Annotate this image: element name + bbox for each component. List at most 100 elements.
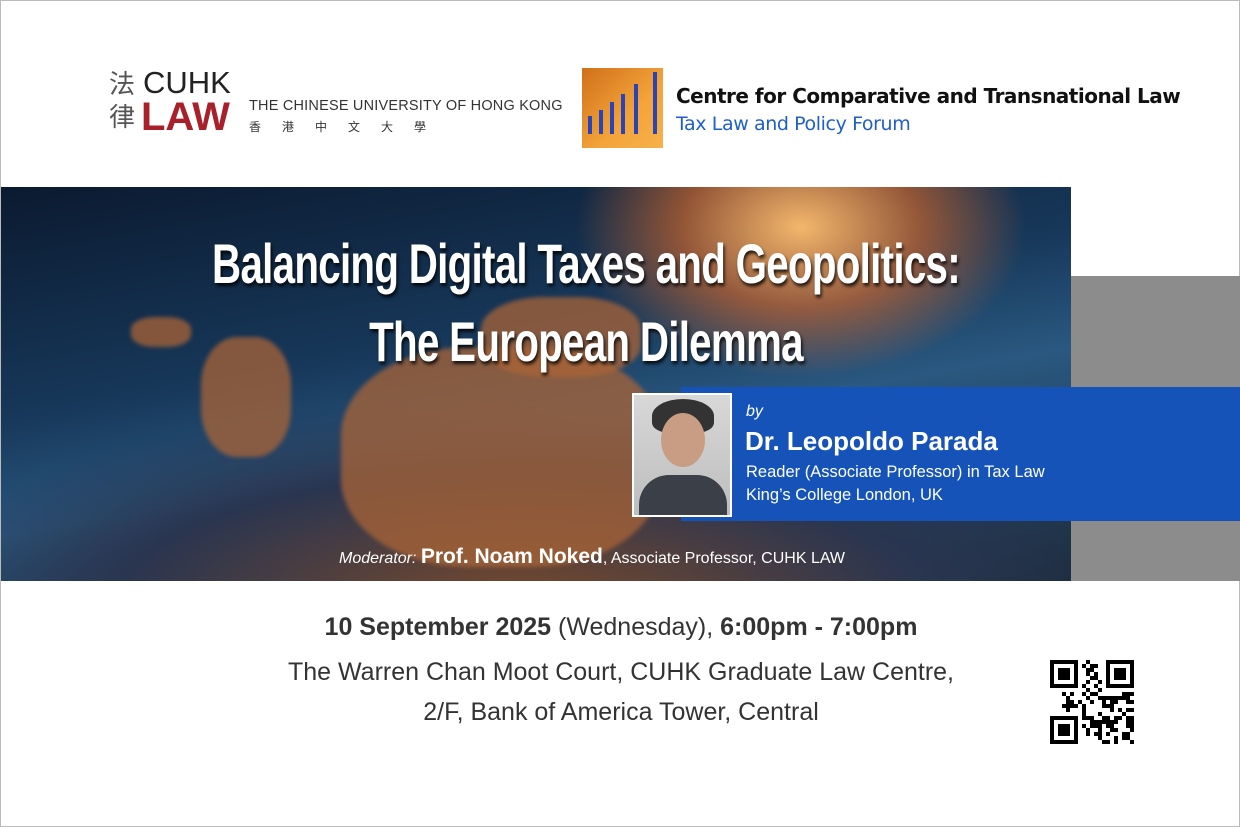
qr-module (1098, 664, 1102, 668)
qr-module (1054, 676, 1058, 680)
qr-module (1050, 688, 1054, 692)
qr-module (1090, 704, 1094, 708)
qr-module (1082, 732, 1086, 736)
qr-module (1074, 692, 1078, 696)
qr-module (1094, 688, 1098, 692)
qr-module (1110, 672, 1114, 676)
qr-module (1062, 676, 1066, 680)
qr-module (1130, 676, 1134, 680)
qr-module (1118, 736, 1122, 740)
qr-module (1110, 696, 1114, 700)
qr-module (1074, 736, 1078, 740)
qr-module (1090, 724, 1094, 728)
qr-module (1086, 728, 1090, 732)
qr-module (1058, 736, 1062, 740)
qr-module (1118, 700, 1122, 704)
qr-module (1098, 724, 1102, 728)
qr-module (1066, 696, 1070, 700)
qr-module (1114, 712, 1118, 716)
qr-module (1098, 660, 1102, 664)
qr-module (1078, 664, 1082, 668)
qr-module (1122, 740, 1126, 744)
qr-module (1114, 692, 1118, 696)
qr-module (1078, 716, 1082, 720)
qr-module (1126, 664, 1130, 668)
qr-module (1094, 660, 1098, 664)
qr-module (1082, 696, 1086, 700)
by-label: by (746, 403, 763, 420)
event-time: 6:00pm - 7:00pm (720, 613, 918, 641)
qr-module (1130, 700, 1134, 704)
qr-module (1090, 712, 1094, 716)
qr-module (1114, 720, 1118, 724)
qr-module (1130, 660, 1134, 664)
qr-module (1118, 704, 1122, 708)
qr-module (1094, 732, 1098, 736)
qr-module (1078, 700, 1082, 704)
qr-module (1118, 740, 1122, 744)
qr-module (1086, 660, 1090, 664)
qr-module (1098, 736, 1102, 740)
qr-module (1122, 692, 1126, 696)
cuhk-logo-word: CUHK (143, 65, 231, 100)
qr-module (1090, 692, 1094, 696)
qr-module (1086, 696, 1090, 700)
qr-module (1062, 684, 1066, 688)
qr-module (1126, 684, 1130, 688)
qr-module (1098, 668, 1102, 672)
qr-module (1118, 676, 1122, 680)
qr-module (1054, 668, 1058, 672)
qr-module (1094, 700, 1098, 704)
qr-module (1098, 684, 1102, 688)
qr-module (1066, 684, 1070, 688)
qr-module (1130, 664, 1134, 668)
qr-module (1106, 700, 1110, 704)
qr-module (1074, 712, 1078, 716)
qr-module (1118, 688, 1122, 692)
registration-qr-code[interactable] (1050, 660, 1134, 744)
qr-module (1118, 672, 1122, 676)
qr-module (1066, 708, 1070, 712)
qr-module (1106, 688, 1110, 692)
qr-module (1098, 692, 1102, 696)
qr-module (1122, 736, 1126, 740)
qr-module (1090, 736, 1094, 740)
qr-module (1066, 688, 1070, 692)
qr-module (1062, 696, 1066, 700)
qr-module (1122, 660, 1126, 664)
qr-module (1082, 684, 1086, 688)
moderator-role: , Associate Professor, CUHK LAW (602, 550, 846, 567)
qr-module (1070, 660, 1074, 664)
qr-module (1058, 680, 1062, 684)
qr-module (1062, 740, 1066, 744)
qr-module (1050, 740, 1054, 744)
qr-module (1058, 668, 1062, 672)
qr-module (1126, 724, 1130, 728)
university-name-en: THE CHINESE UNIVERSITY OF HONG KONG (249, 98, 563, 114)
qr-module (1054, 700, 1058, 704)
qr-module (1106, 696, 1110, 700)
qr-module (1074, 724, 1078, 728)
qr-module (1070, 664, 1074, 668)
qr-module (1094, 716, 1098, 720)
qr-module (1102, 708, 1106, 712)
qr-module (1074, 720, 1078, 724)
qr-module (1098, 720, 1102, 724)
qr-module (1058, 684, 1062, 688)
qr-module (1106, 680, 1110, 684)
qr-module (1062, 720, 1066, 724)
qr-module (1082, 708, 1086, 712)
qr-module (1074, 732, 1078, 736)
qr-module (1130, 672, 1134, 676)
qr-module (1102, 688, 1106, 692)
qr-module (1058, 708, 1062, 712)
qr-module (1102, 660, 1106, 664)
qr-module (1066, 728, 1070, 732)
qr-module (1122, 724, 1126, 728)
qr-module (1126, 700, 1130, 704)
qr-module (1070, 716, 1074, 720)
qr-module (1094, 720, 1098, 724)
qr-module (1082, 700, 1086, 704)
qr-module (1122, 700, 1126, 704)
qr-module (1118, 724, 1122, 728)
